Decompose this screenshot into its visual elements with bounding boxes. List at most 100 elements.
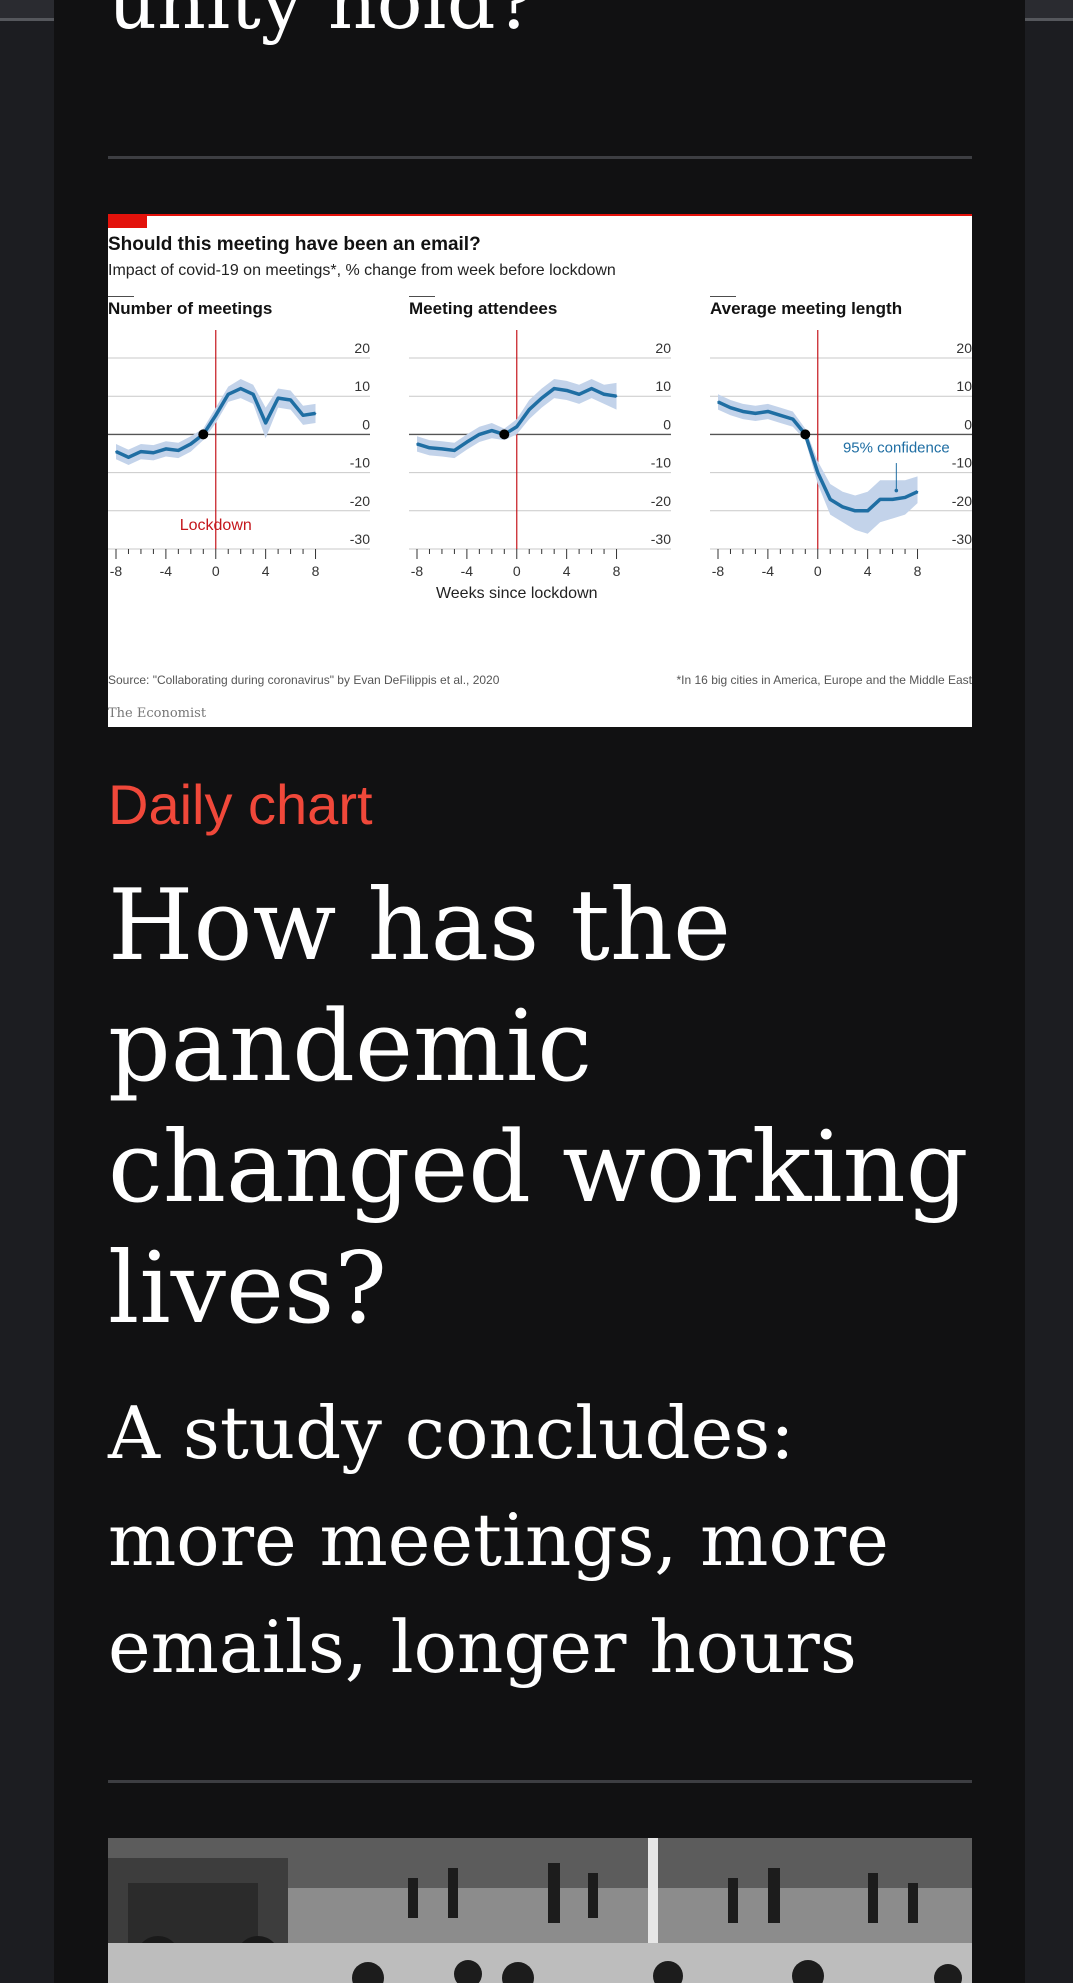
x-tick-label: 4 xyxy=(262,563,270,579)
data-point xyxy=(152,451,155,454)
chart-title: Should this meeting have been an email? xyxy=(108,234,481,255)
data-point xyxy=(264,422,267,424)
chart-subtitle: Impact of covid-19 on meetings*, % chang… xyxy=(108,262,616,279)
y-tick-label: 0 xyxy=(663,416,671,432)
x-tick-label: 4 xyxy=(563,563,571,579)
y-tick-label: -10 xyxy=(651,455,671,471)
x-tick-label: 8 xyxy=(312,563,320,579)
data-point xyxy=(302,414,304,417)
y-tick-label: 0 xyxy=(362,416,370,432)
data-point xyxy=(165,448,167,450)
data-point xyxy=(841,506,844,508)
x-tick-label: 8 xyxy=(613,563,621,579)
subhead-line: more meetings, more xyxy=(108,1498,889,1582)
x-tick-label: 0 xyxy=(814,563,822,579)
confidence-band xyxy=(116,379,316,465)
baseline-marker xyxy=(499,429,510,440)
data-point xyxy=(590,387,593,390)
data-point xyxy=(515,425,518,428)
x-tick-label: 0 xyxy=(513,563,521,579)
subhead-line: A study concludes: xyxy=(108,1391,795,1475)
data-point xyxy=(453,449,456,452)
data-point xyxy=(717,401,719,403)
x-tick-label: 0 xyxy=(212,563,220,579)
previous-article-title[interactable]: unity hold? xyxy=(108,0,537,46)
data-point xyxy=(854,510,856,512)
y-tick-label: -30 xyxy=(350,531,370,547)
data-point xyxy=(754,412,757,415)
x-tick-label: 4 xyxy=(864,563,872,579)
x-tick-label: -8 xyxy=(411,563,424,579)
y-tick-label: -10 xyxy=(952,455,972,471)
y-tick-label: -20 xyxy=(350,493,370,509)
panel-title: Meeting attendees xyxy=(409,299,557,318)
headline-line: How has the xyxy=(108,869,731,983)
y-tick-label: 20 xyxy=(354,340,370,356)
next-article-photo[interactable] xyxy=(108,1838,972,1983)
red-tag-mark xyxy=(108,216,147,228)
data-point xyxy=(416,443,418,445)
data-point xyxy=(190,443,192,445)
confidence-band xyxy=(718,394,918,534)
data-point xyxy=(578,393,580,396)
x-tick-label: -4 xyxy=(461,563,474,579)
x-tick-label: 8 xyxy=(914,563,922,579)
article-headline[interactable]: How has the pandemic changed working liv… xyxy=(108,866,988,1350)
chart-card[interactable]: Should this meeting have been an email? … xyxy=(108,214,972,727)
panel-title: Average meeting length xyxy=(710,299,902,318)
data-point xyxy=(904,496,906,499)
x-tick-label: -8 xyxy=(712,563,725,579)
data-point xyxy=(879,498,881,501)
confidence-pointer-dot xyxy=(894,488,899,493)
data-point xyxy=(779,414,782,417)
data-point xyxy=(277,397,279,399)
article-subheadline: A study concludes: more meetings, more e… xyxy=(108,1380,988,1701)
baseline-marker xyxy=(800,429,811,440)
data-point xyxy=(792,418,794,420)
article-kicker[interactable]: Daily chart xyxy=(108,773,373,836)
data-point xyxy=(428,446,431,449)
data-point xyxy=(891,498,894,501)
data-point xyxy=(239,387,242,390)
x-axis-label: Weeks since lockdown xyxy=(436,585,598,602)
data-point xyxy=(289,399,292,401)
data-point xyxy=(742,410,744,413)
data-point xyxy=(615,395,618,397)
baseline-marker xyxy=(198,429,209,440)
data-point xyxy=(227,393,230,396)
subhead-line: emails, longer hours xyxy=(108,1605,857,1689)
data-point xyxy=(866,510,869,512)
data-point xyxy=(491,429,493,432)
data-point xyxy=(829,498,832,501)
y-tick-label: 10 xyxy=(956,378,972,394)
data-point xyxy=(767,410,769,413)
y-tick-label: -30 xyxy=(651,531,671,547)
data-point xyxy=(478,433,481,436)
y-tick-label: 0 xyxy=(964,416,972,432)
data-point xyxy=(140,450,142,453)
headline-line: lives? xyxy=(108,1232,387,1346)
lockdown-label: Lockdown xyxy=(180,517,252,534)
headline-line: changed working xyxy=(108,1111,969,1225)
data-point xyxy=(565,389,568,392)
data-point xyxy=(466,441,468,443)
data-point xyxy=(177,449,180,452)
data-point xyxy=(252,393,254,396)
y-tick-label: 20 xyxy=(655,340,671,356)
economist-credit: The Economist xyxy=(108,706,207,721)
divider xyxy=(108,156,972,159)
data-point xyxy=(127,456,130,459)
data-point xyxy=(115,450,117,453)
confidence-label: 95% confidence xyxy=(843,439,950,456)
data-point xyxy=(540,397,543,399)
data-point xyxy=(528,408,531,411)
y-tick-label: -30 xyxy=(952,531,972,547)
data-point xyxy=(916,490,919,493)
y-tick-label: -20 xyxy=(651,493,671,509)
x-tick-label: -4 xyxy=(762,563,775,579)
panel-title: Number of meetings xyxy=(108,299,272,318)
y-tick-label: 20 xyxy=(956,340,972,356)
headline-line: pandemic xyxy=(108,990,593,1104)
x-tick-label: -4 xyxy=(160,563,173,579)
data-point xyxy=(729,406,732,409)
